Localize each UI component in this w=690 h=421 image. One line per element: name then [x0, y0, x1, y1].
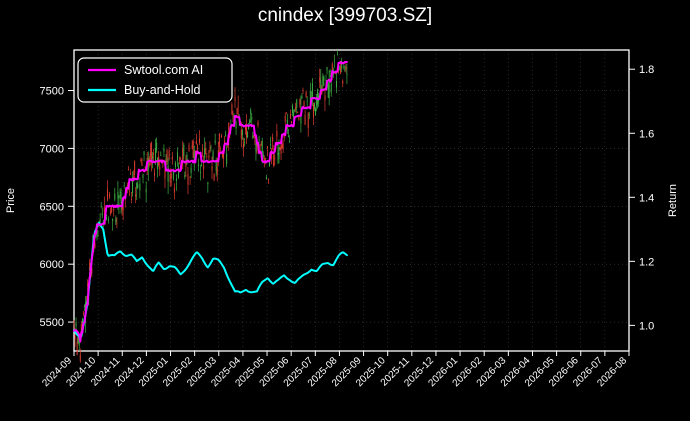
svg-text:1.0: 1.0 — [639, 320, 654, 332]
svg-text:7000: 7000 — [40, 143, 64, 155]
svg-text:1.6: 1.6 — [639, 128, 654, 140]
svg-text:Return: Return — [667, 184, 679, 217]
svg-text:Swtool.com AI: Swtool.com AI — [124, 63, 203, 77]
svg-text:7500: 7500 — [40, 86, 64, 98]
svg-text:Price: Price — [5, 188, 17, 213]
svg-text:6500: 6500 — [40, 201, 64, 213]
svg-text:1.2: 1.2 — [639, 256, 654, 268]
svg-text:5500: 5500 — [40, 317, 64, 329]
svg-text:1.4: 1.4 — [639, 192, 654, 204]
svg-text:Buy-and-Hold: Buy-and-Hold — [124, 83, 200, 97]
svg-text:1.8: 1.8 — [639, 64, 654, 76]
svg-text:6000: 6000 — [40, 259, 64, 271]
